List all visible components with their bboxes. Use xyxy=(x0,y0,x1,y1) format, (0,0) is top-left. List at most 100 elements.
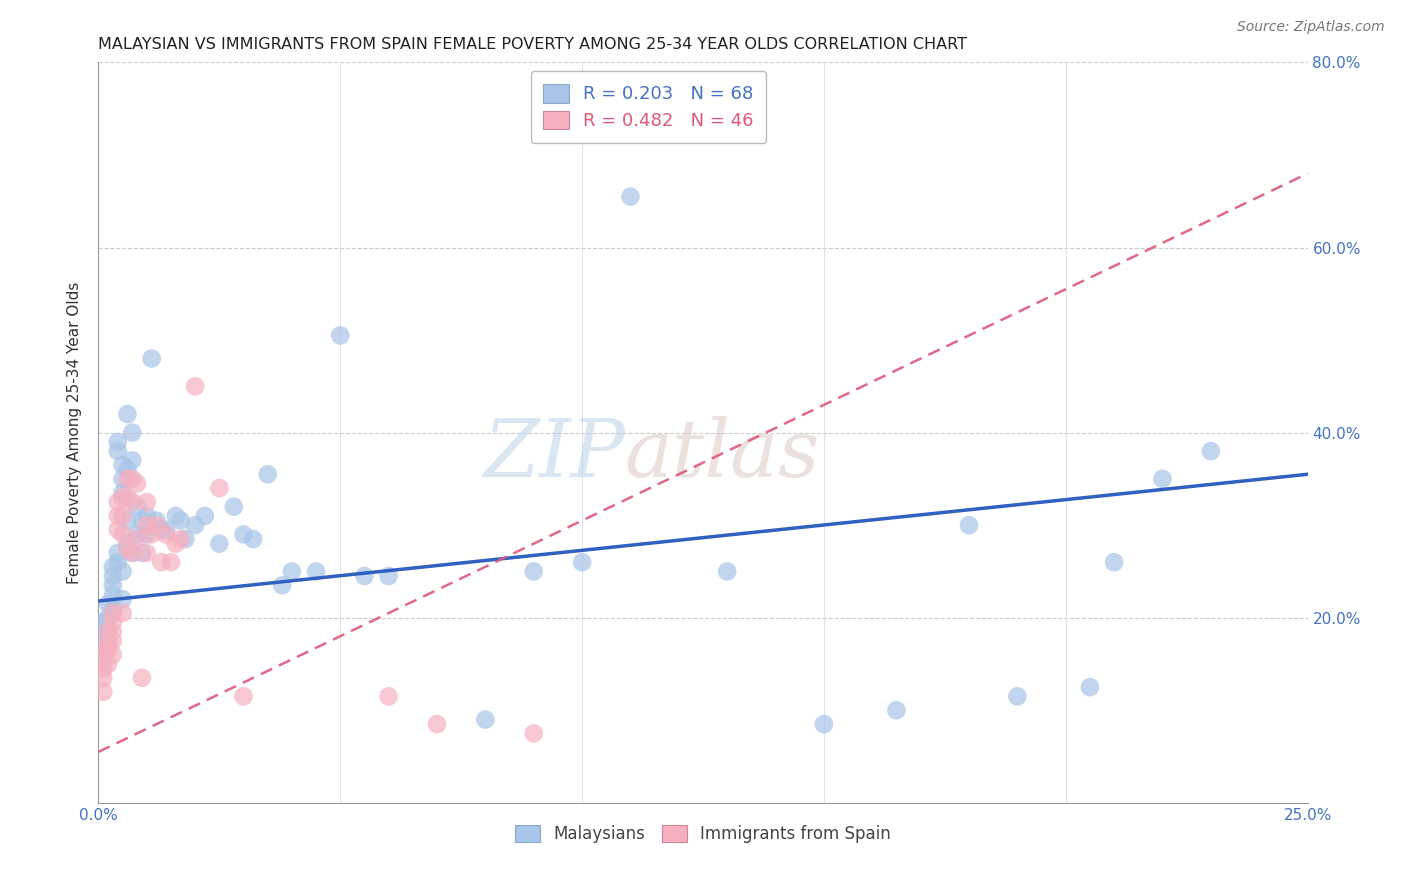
Point xyxy=(150,555,173,569)
Point xyxy=(107,508,129,523)
Point xyxy=(117,462,139,476)
Point xyxy=(107,495,129,509)
Point xyxy=(305,565,328,579)
Point xyxy=(145,514,167,528)
Point xyxy=(131,671,153,685)
Point xyxy=(474,713,496,727)
Point xyxy=(353,569,375,583)
Point xyxy=(194,508,217,523)
Point xyxy=(121,472,143,486)
Point xyxy=(101,624,124,639)
Point xyxy=(271,578,294,592)
Point xyxy=(184,518,207,533)
Point xyxy=(121,546,143,560)
Point xyxy=(117,407,139,421)
Point xyxy=(222,500,245,514)
Point xyxy=(184,379,207,393)
Point xyxy=(426,717,449,731)
Point xyxy=(111,606,134,620)
Point xyxy=(91,624,114,639)
Point xyxy=(97,597,120,611)
Point xyxy=(111,472,134,486)
Point xyxy=(160,555,183,569)
Point xyxy=(111,592,134,607)
Point xyxy=(377,569,399,583)
Point xyxy=(377,690,399,704)
Point xyxy=(174,532,197,546)
Point xyxy=(111,458,134,472)
Point xyxy=(208,536,231,550)
Point xyxy=(169,514,191,528)
Point xyxy=(135,527,157,541)
Point xyxy=(107,546,129,560)
Point xyxy=(117,491,139,505)
Text: ZIP: ZIP xyxy=(482,416,624,493)
Point xyxy=(101,559,124,574)
Point xyxy=(91,685,114,699)
Point xyxy=(716,565,738,579)
Point xyxy=(127,476,149,491)
Point xyxy=(91,652,114,666)
Point xyxy=(111,491,134,505)
Point xyxy=(135,518,157,533)
Point xyxy=(150,523,173,537)
Point xyxy=(127,532,149,546)
Point xyxy=(329,328,352,343)
Y-axis label: Female Poverty Among 25-34 Year Olds: Female Poverty Among 25-34 Year Olds xyxy=(67,282,83,583)
Point xyxy=(127,527,149,541)
Point xyxy=(619,189,641,203)
Point xyxy=(111,485,134,500)
Point xyxy=(281,565,304,579)
Point xyxy=(208,481,231,495)
Point xyxy=(101,648,124,662)
Point xyxy=(107,444,129,458)
Point xyxy=(101,615,124,630)
Point xyxy=(135,495,157,509)
Point xyxy=(101,578,124,592)
Point xyxy=(97,643,120,657)
Point xyxy=(131,514,153,528)
Point xyxy=(165,536,187,550)
Point xyxy=(232,527,254,541)
Point xyxy=(91,633,114,648)
Point xyxy=(97,624,120,639)
Point xyxy=(91,662,114,676)
Point xyxy=(242,532,264,546)
Point xyxy=(813,717,835,731)
Point xyxy=(523,726,546,740)
Text: atlas: atlas xyxy=(624,416,820,493)
Point xyxy=(1199,444,1222,458)
Point xyxy=(135,508,157,523)
Point xyxy=(121,425,143,440)
Point xyxy=(886,703,908,717)
Point xyxy=(101,606,124,620)
Text: Source: ZipAtlas.com: Source: ZipAtlas.com xyxy=(1237,20,1385,34)
Point xyxy=(169,532,191,546)
Point xyxy=(957,518,980,533)
Point xyxy=(141,527,163,541)
Point xyxy=(141,351,163,366)
Point xyxy=(117,514,139,528)
Point xyxy=(101,569,124,583)
Point xyxy=(91,671,114,685)
Point xyxy=(121,546,143,560)
Point xyxy=(91,643,114,657)
Point xyxy=(97,657,120,671)
Point xyxy=(97,633,120,648)
Point xyxy=(256,467,278,482)
Point xyxy=(101,588,124,602)
Point xyxy=(1102,555,1125,569)
Point xyxy=(117,472,139,486)
Point xyxy=(97,624,120,639)
Point xyxy=(1078,680,1101,694)
Point xyxy=(111,527,134,541)
Point xyxy=(107,434,129,449)
Point xyxy=(91,615,114,630)
Point xyxy=(131,546,153,560)
Point xyxy=(127,500,149,514)
Point xyxy=(1152,472,1174,486)
Point xyxy=(1007,690,1029,704)
Text: MALAYSIAN VS IMMIGRANTS FROM SPAIN FEMALE POVERTY AMONG 25-34 YEAR OLDS CORRELAT: MALAYSIAN VS IMMIGRANTS FROM SPAIN FEMAL… xyxy=(98,37,967,52)
Point xyxy=(571,555,593,569)
Point xyxy=(145,518,167,533)
